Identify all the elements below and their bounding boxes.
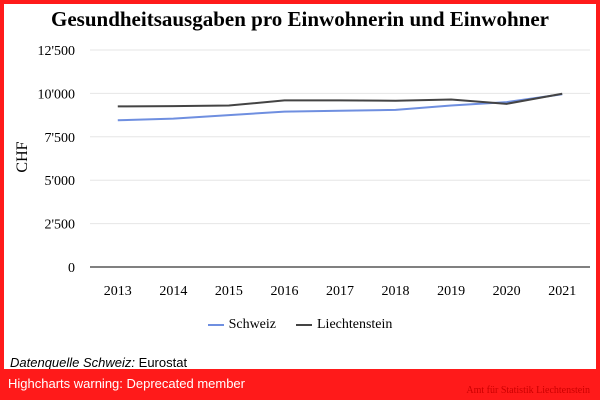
- warning-bar: Highcharts warning: Deprecated member: [0, 369, 600, 400]
- x-tick-label: 2019: [437, 284, 465, 299]
- y-tick-label: 12'500: [37, 44, 75, 59]
- source-value: Eurostat: [138, 355, 188, 370]
- y-axis-label: CHF: [14, 141, 31, 172]
- legend: Schweiz Liechtenstein: [0, 317, 600, 333]
- series-line-liechtenstein[interactable]: [117, 92, 563, 108]
- y-tick-label: 7'500: [44, 131, 75, 146]
- x-tick-label: 2013: [104, 284, 132, 299]
- y-tick-label: 2'500: [44, 218, 75, 233]
- x-tick-label: 2016: [270, 284, 298, 299]
- legend-label: Liechtenstein: [317, 317, 393, 332]
- x-tick-label: 2021: [548, 284, 576, 299]
- legend-item-liechtenstein[interactable]: Liechtenstein: [296, 317, 392, 333]
- chart-title: Gesundheitsausgaben pro Einwohnerin und …: [51, 7, 549, 31]
- y-tick-label: 10'000: [37, 87, 75, 102]
- data-source: Datenquelle Schweiz: Eurostat: [10, 355, 187, 370]
- chart-credit[interactable]: Amt für Statistik Liechtenstein: [466, 385, 590, 396]
- x-tick-label: 2015: [215, 284, 243, 299]
- y-tick-label: 0: [68, 261, 75, 276]
- x-tick-label: 2018: [382, 284, 410, 299]
- source-label: Datenquelle Schweiz:: [10, 355, 136, 370]
- legend-swatch: [296, 324, 312, 326]
- legend-item-schweiz[interactable]: Schweiz: [207, 317, 276, 333]
- legend-label: Schweiz: [228, 317, 276, 332]
- x-tick-label: 2014: [159, 284, 187, 299]
- x-tick-label: 2020: [493, 284, 521, 299]
- y-tick-label: 5'000: [44, 174, 75, 189]
- legend-swatch: [207, 324, 224, 326]
- series-line-schweiz[interactable]: [117, 93, 563, 122]
- x-tick-label: 2017: [326, 284, 354, 299]
